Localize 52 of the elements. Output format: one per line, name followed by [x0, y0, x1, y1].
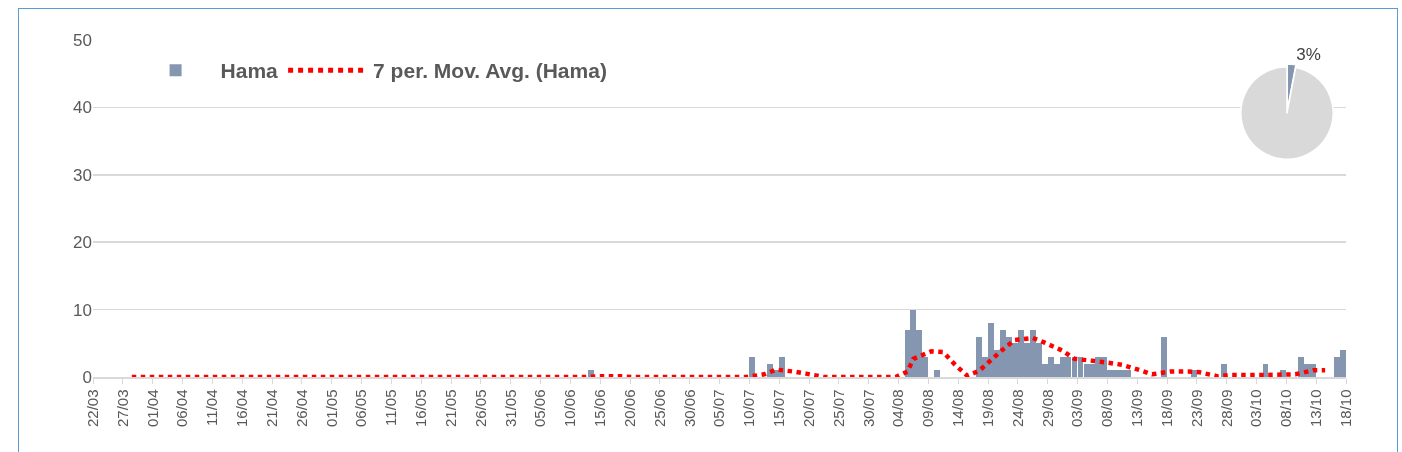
x-tick-label: 30/07 — [859, 389, 877, 428]
x-tick-label: 31/05 — [501, 389, 519, 428]
x-tick-label: 21/05 — [441, 389, 459, 428]
x-tick-label: 01/05 — [322, 389, 340, 428]
y-tick-label: 0 — [82, 367, 92, 387]
x-tick-label: 11/04 — [203, 389, 221, 426]
x-tick-label: 28/09 — [1217, 389, 1235, 428]
x-tick-label: 19/08 — [978, 389, 996, 428]
x-tick-label: 08/09 — [1098, 389, 1116, 428]
x-tick-label: 05/06 — [531, 389, 549, 428]
x-tick-label: 24/08 — [1008, 389, 1026, 428]
x-tick-label: 10/07 — [740, 389, 758, 428]
x-tick-label: 23/09 — [1187, 389, 1205, 428]
x-tick-label: 15/07 — [770, 389, 788, 428]
x-tick-label: 16/05 — [412, 389, 430, 428]
y-tick-label: 20 — [73, 233, 92, 253]
x-tick-label: 16/04 — [233, 389, 251, 428]
x-tick-label: 18/09 — [1157, 389, 1175, 428]
x-tick-label: 27/03 — [113, 389, 131, 428]
data-label: 3% — [1296, 45, 1321, 65]
x-tick-label: 13/10 — [1307, 389, 1325, 428]
x-tick-label: 10/06 — [561, 389, 579, 428]
y-tick-label: 40 — [73, 98, 92, 118]
y-tick-label: 10 — [73, 300, 92, 320]
legend-label: 7 per. Mov. Avg. (Hama) — [373, 59, 607, 83]
x-tick-label: 01/04 — [143, 389, 161, 428]
x-tick-label: 25/07 — [829, 389, 847, 428]
x-tick-label: 11/05 — [382, 389, 400, 426]
x-tick-label: 20/06 — [620, 389, 638, 428]
x-tick-label: 22/03 — [83, 389, 101, 428]
x-tick-label: 05/07 — [710, 389, 728, 428]
x-tick-label: 18/10 — [1336, 389, 1354, 428]
y-tick-label: 50 — [73, 30, 92, 50]
x-tick-label: 15/06 — [591, 389, 609, 428]
x-tick-label: 21/04 — [262, 389, 280, 428]
x-tick-label: 09/08 — [919, 389, 937, 428]
y-tick-label: 30 — [73, 165, 92, 185]
x-tick-label: 30/06 — [680, 389, 698, 428]
x-tick-label: 26/05 — [471, 389, 489, 428]
x-tick-label: 25/06 — [650, 389, 668, 428]
legend-label: Hama — [220, 59, 279, 83]
x-tick-label: 14/08 — [949, 389, 967, 428]
x-tick-label: 06/05 — [352, 389, 370, 428]
x-tick-label: 26/04 — [292, 389, 310, 428]
x-tick-label: 29/08 — [1038, 389, 1056, 428]
x-tick-label: 04/08 — [889, 389, 907, 428]
x-tick-label: 06/04 — [173, 389, 191, 428]
x-tick-label: 03/09 — [1068, 389, 1086, 428]
x-tick-label: 20/07 — [799, 389, 817, 428]
x-tick-label: 08/10 — [1277, 389, 1295, 428]
x-tick-label: 03/10 — [1247, 389, 1265, 428]
x-tick-label: 13/09 — [1128, 389, 1146, 428]
